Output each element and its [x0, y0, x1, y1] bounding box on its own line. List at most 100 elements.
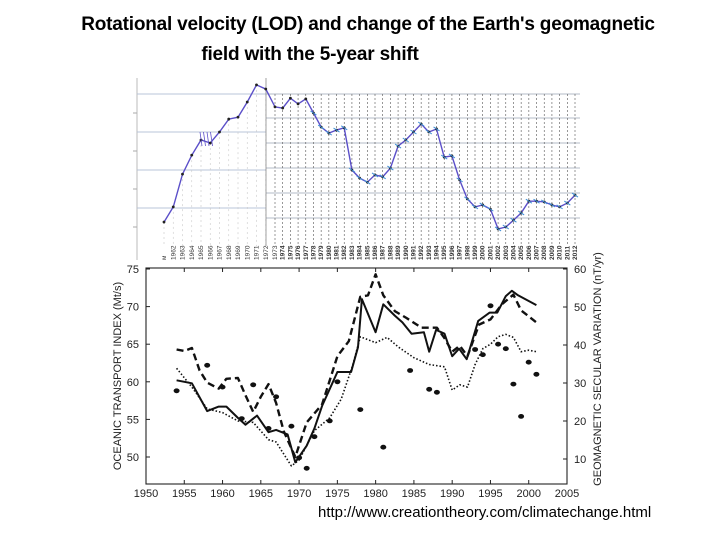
lod-error-mark	[548, 202, 556, 208]
series-solid-line	[176, 289, 537, 464]
lod-point	[171, 205, 175, 209]
lod-year-label: 1989	[395, 245, 402, 260]
data-dot	[204, 362, 211, 368]
lod-error-mark	[317, 124, 325, 130]
series-dashed-line	[176, 273, 538, 459]
lod-year-label: 1986	[372, 245, 379, 260]
y-right-tick-label: 40	[574, 340, 586, 352]
lod-error-mark	[371, 172, 379, 178]
lod-point	[273, 105, 277, 109]
lod-year-label: 1998	[464, 245, 471, 260]
lod-error-mark	[510, 217, 517, 223]
y-tick-label: 55	[127, 414, 139, 426]
data-dot	[495, 341, 502, 347]
lod-year-label: 1977	[303, 245, 310, 260]
data-dot	[334, 379, 341, 385]
lod-year-label: 1964	[189, 245, 196, 260]
lod-year-label: 2010	[557, 245, 564, 260]
lod-year-label: 1994	[434, 245, 441, 260]
lod-year-label: 1982	[341, 245, 348, 260]
x-tick-label: 1975	[325, 488, 349, 500]
lod-year-label: 1966	[207, 245, 214, 260]
lod-year-label: 1962	[170, 245, 177, 260]
lod-error-mark	[356, 175, 363, 181]
lod-error-mark	[494, 226, 502, 232]
data-dot	[407, 368, 414, 373]
lod-point	[264, 87, 268, 91]
data-dot	[487, 303, 494, 309]
lod-year-label: 1985	[364, 245, 371, 260]
data-dot	[311, 434, 318, 440]
lod-year-label: 1981	[334, 245, 341, 260]
lod-point	[227, 117, 231, 121]
lod-error-mark	[325, 130, 333, 136]
data-dot	[518, 414, 525, 419]
lod-error-mark	[556, 204, 563, 210]
lod-error-mark	[425, 129, 433, 135]
lod-year-label: 1970	[244, 245, 251, 260]
lod-year-label: 1965	[198, 245, 205, 260]
x-tick-label: 1965	[249, 488, 273, 500]
data-dot	[173, 388, 180, 394]
lod-error-mark	[364, 179, 371, 185]
lod-year-label: 1971	[254, 245, 261, 260]
data-dot	[296, 455, 303, 461]
lod-error-mark	[333, 127, 340, 133]
lod-year-label: 2000	[480, 245, 487, 260]
y-right-tick-label: 50	[574, 302, 586, 314]
lod-error-mark	[433, 126, 440, 132]
lod-year-label: 1984	[357, 245, 364, 260]
data-dot	[472, 347, 479, 352]
lod-year-label: 1974	[280, 245, 287, 260]
data-dot	[288, 423, 295, 429]
data-dot	[219, 384, 226, 390]
x-tick-label: 1990	[440, 488, 464, 500]
lod-error-mark	[517, 210, 525, 216]
lod-error-mark	[210, 131, 213, 147]
lod-chart: м 1962 1963 1964 1965 1966 1967 1968 1969 1970 197…	[133, 78, 580, 260]
lod-year-label: 1973	[272, 245, 279, 260]
y-right-axis-label: GEOMAGNETIC SECULAR VARIATION (nT/yr)	[592, 252, 604, 486]
lod-error-mark	[379, 174, 386, 180]
lod-point	[208, 141, 212, 145]
data-dot	[525, 359, 532, 365]
lod-year-label: 1976	[295, 245, 302, 260]
lod-year-label: 1993	[426, 245, 433, 260]
x-tick-label: 1955	[172, 488, 196, 500]
lod-year-label: 1972	[263, 245, 270, 260]
lod-year-label: 1999	[472, 245, 479, 260]
lod-year-label: 2008	[541, 245, 548, 260]
lod-error-mark	[410, 129, 417, 135]
lod-year-label: 2011	[564, 246, 571, 260]
lod-year-label: 1975	[287, 245, 294, 260]
lod-error-mark	[348, 167, 356, 173]
lod-year-label: 1967	[217, 245, 224, 260]
lod-point	[255, 83, 258, 87]
lod-year-label: 1968	[226, 245, 233, 260]
lod-error-mark	[387, 165, 394, 171]
lod-year-label: 1995	[441, 245, 448, 260]
y-right-tick-label: 10	[574, 454, 586, 466]
x-tick-label: 1980	[363, 488, 387, 500]
lod-error-mark	[340, 125, 348, 131]
data-dot	[273, 394, 280, 400]
lod-error-mark	[479, 202, 486, 208]
lod-point	[236, 115, 240, 119]
x-tick-label: 1970	[287, 488, 311, 500]
y-axis-label: OCEANIC TRANSPORT INDEX (Mt/s)	[112, 282, 124, 470]
lod-point	[304, 97, 308, 101]
lod-point	[296, 102, 300, 106]
lod-year-label: 2002	[495, 245, 502, 260]
data-dot	[303, 465, 310, 471]
lod-error-mark	[310, 110, 317, 116]
lod-point	[190, 153, 194, 157]
x-tick-label: 2005	[555, 488, 579, 500]
lod-error-mark	[206, 131, 210, 147]
lod-error-mark	[487, 206, 494, 212]
lod-year-label: 1988	[387, 245, 394, 260]
source-url[interactable]: http://www.creationtheory.com/climatecha…	[318, 504, 652, 521]
lod-year-label: 2012	[572, 245, 579, 260]
lod-point	[288, 96, 292, 100]
lod-point	[245, 100, 249, 104]
lod-year-label: 2003	[503, 245, 510, 260]
